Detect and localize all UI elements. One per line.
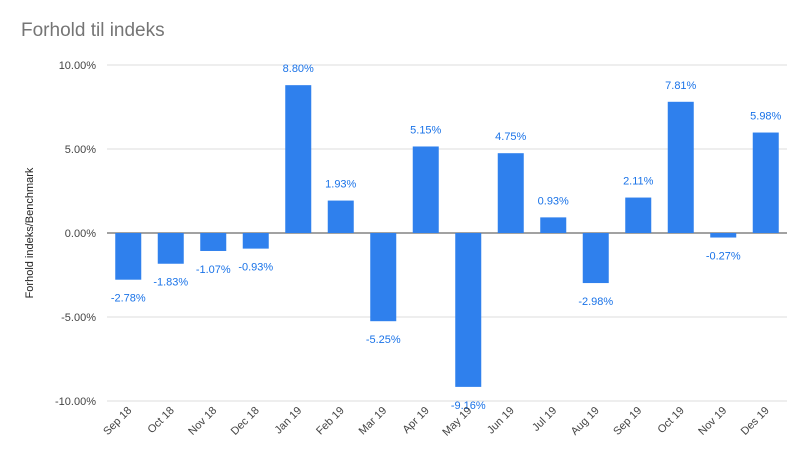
bar — [625, 197, 652, 233]
y-axis-title: Forhold indeks/Benchmark — [24, 167, 36, 298]
data-label: 0.93% — [538, 195, 569, 207]
bar — [370, 233, 397, 322]
x-tick-label: Oct 18 — [145, 405, 176, 436]
bar — [285, 85, 312, 233]
bar — [667, 101, 694, 234]
data-label: 1.93% — [325, 179, 356, 191]
bar — [497, 153, 524, 233]
data-label: -9.16% — [451, 400, 486, 412]
x-tick-label: Apr 19 — [400, 405, 431, 436]
x-tick-label: Jan 19 — [273, 405, 305, 437]
data-label: 7.81% — [665, 80, 696, 92]
x-tick-label: Jul 19 — [530, 405, 559, 434]
bar — [157, 233, 184, 264]
data-label: 5.98% — [750, 111, 781, 123]
bar — [242, 233, 269, 249]
bar — [455, 233, 482, 387]
x-axis-ticks: Sep 18 Oct 18 Nov 18 Dec 18 Jan 19 Feb 19 Mar … — [101, 405, 772, 439]
x-tick-label: Aug 19 — [569, 405, 602, 438]
x-tick-label: Mar 19 — [357, 405, 390, 438]
x-tick-label: Jun 19 — [485, 405, 517, 437]
bar — [582, 233, 609, 284]
data-labels: -2.78% -1.83% -1.07% -0.93% 8.80% 1.93% -5.25%… — [111, 63, 782, 412]
bar — [200, 233, 227, 251]
x-tick-label: Nov 19 — [696, 405, 729, 438]
x-tick-label: Nov 18 — [186, 405, 219, 438]
data-label: -0.27% — [706, 251, 741, 263]
bar — [540, 217, 567, 233]
bar — [327, 200, 354, 233]
data-label: 5.15% — [410, 124, 441, 136]
data-label: -2.98% — [578, 296, 613, 308]
data-label: 4.75% — [495, 131, 526, 143]
data-label: -0.93% — [238, 262, 273, 274]
bars — [115, 85, 779, 387]
x-tick-label: Des 19 — [739, 405, 772, 438]
y-tick-label: -5.00% — [61, 312, 96, 324]
y-tick-label: 5.00% — [65, 144, 96, 156]
data-label: -2.78% — [111, 293, 146, 305]
chart-title: Forhold til indeks — [21, 20, 165, 41]
data-label: 8.80% — [283, 63, 314, 75]
y-tick-label: 10.00% — [59, 60, 97, 72]
x-tick-label: Sep 18 — [101, 405, 134, 438]
x-tick-label: Oct 19 — [655, 405, 686, 436]
y-tick-label: -10.00% — [55, 396, 96, 408]
y-tick-label: 0.00% — [65, 228, 96, 240]
bar — [710, 233, 737, 238]
bar — [752, 132, 779, 233]
x-tick-label: Feb 19 — [314, 405, 347, 438]
x-tick-label: Dec 18 — [229, 405, 262, 438]
data-label: -1.83% — [153, 277, 188, 289]
data-label: 2.11% — [623, 176, 654, 188]
bar — [115, 233, 142, 280]
data-label: -5.25% — [366, 334, 401, 346]
y-axis-ticks: 10.00% 5.00% 0.00% -5.00% -10.00% — [55, 60, 96, 408]
x-tick-label: Sep 19 — [611, 405, 644, 438]
bar — [412, 146, 439, 233]
data-label: -1.07% — [196, 264, 231, 276]
